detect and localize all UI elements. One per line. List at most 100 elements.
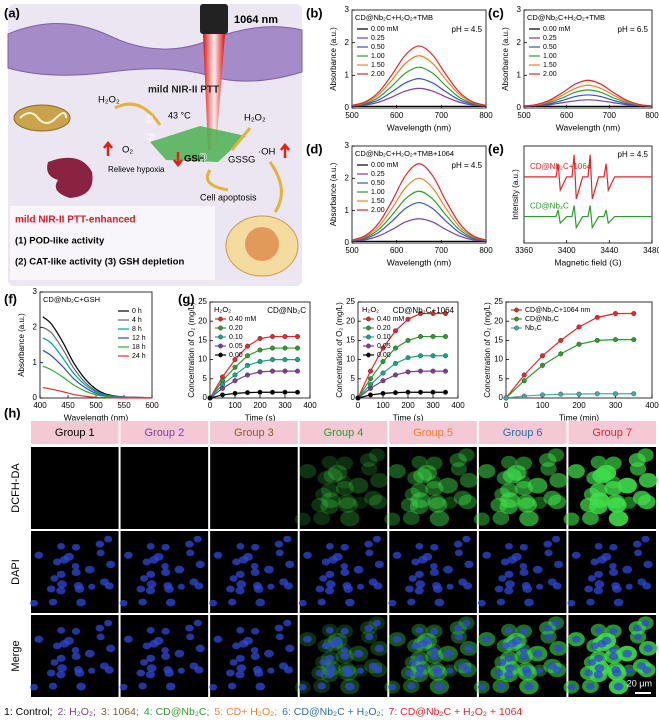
nucleus [140,659,149,666]
x-tick-label: 3480 [643,246,659,255]
nucleus [48,598,58,606]
legend-label: 4 h [132,317,142,324]
green-cell [364,490,383,506]
marker [207,395,213,401]
nucleus [551,535,561,543]
legend-marker [218,343,223,349]
series-line [351,77,487,107]
nucleus [353,565,364,574]
marker [270,357,276,363]
nucleus [498,659,507,666]
arrow [205,169,229,192]
nucleus [407,682,416,690]
nucleus [236,664,247,673]
nucleus [146,654,156,662]
legend-label: 0.10 [377,334,391,341]
x-axis-label: Time (s) [245,412,276,422]
nucleus [84,649,95,658]
nucleus [430,627,439,635]
nucleus [551,619,561,627]
nucleus [505,580,515,589]
summary-line: (2) CAT-like activity (3) GSH depletion [15,257,184,268]
nucleus [119,683,128,691]
nucleus [458,662,468,670]
nucleus [344,682,355,691]
y-axis-label: Absorbance (a.u.) [17,313,26,377]
series-line [523,79,653,107]
nucleus [34,635,44,643]
y-tick-label: 0 [33,393,38,402]
green-cell [413,468,433,484]
marker [244,343,250,349]
y-tick-label: 0 [203,393,208,402]
nucleus [408,575,417,582]
nucleus [500,642,510,650]
x-tick-label: 450 [61,401,75,410]
marker [521,372,527,378]
legend-label: 1.50 [371,62,385,69]
legend-label: CD@Nb₂C+1064 [530,162,592,171]
green-cell [632,490,651,506]
nucleus [432,669,443,677]
green-cell [506,464,527,481]
group-label: Group 6 [503,427,543,439]
laser-label: 1064 nm [234,14,278,26]
nucleus [511,636,522,645]
row-label: DAPI [10,559,22,585]
green-cell [517,497,537,513]
nucleus [547,578,557,586]
annotation: CD@Nb₂C+1064 [393,306,455,315]
y-axis-label: Concentration of O₂ (mg/L) [483,302,492,398]
nucleus [415,664,426,673]
nucleus [189,662,199,670]
gsh-label: GSH [184,154,205,165]
micrograph-background [120,447,209,529]
nucleus [536,583,544,590]
nucleus [253,669,264,677]
nucleus [392,635,402,643]
nucleus [235,654,245,662]
green-cell [500,483,518,498]
nucleus [325,654,335,662]
x-tick-label: 3440 [600,246,618,255]
green-cell [369,494,387,510]
nucleus [57,542,66,550]
marker [295,345,301,351]
nucleus [584,669,593,677]
micrograph [473,447,568,529]
group-header [31,421,119,444]
y-tick-label: 15 [198,336,207,345]
green-cell [336,475,352,489]
nucleus [494,585,504,593]
nucleus [622,649,633,658]
y-tick-label: 1 [517,70,522,79]
chart-title: CD@Nb₂C+GSH [43,295,100,304]
y-tick-label: 20 [494,316,503,325]
marker [443,389,449,395]
green-cell [547,448,565,462]
legend-label: 8 h [132,326,142,333]
nucleus [594,542,603,550]
marker [558,351,564,357]
marker [232,372,238,378]
y-axis-label: Absorbance (a.u.) [329,162,338,226]
marker [244,372,250,378]
nucleus [414,586,424,595]
nucleus [88,583,96,590]
nucleus [119,599,128,607]
nucleus [209,683,218,691]
nucleus [57,626,66,634]
nucleus [56,570,66,578]
marker [405,369,411,375]
nucleus [319,659,328,666]
x-tick-label: 3360 [515,246,533,255]
nucleus [422,552,433,561]
green-cell [496,471,514,485]
marker [295,368,301,374]
legend-label: 0.50 [371,180,385,187]
green-cell [417,464,438,481]
series-line [351,87,487,107]
marker [270,345,276,351]
nucleus [142,642,151,650]
